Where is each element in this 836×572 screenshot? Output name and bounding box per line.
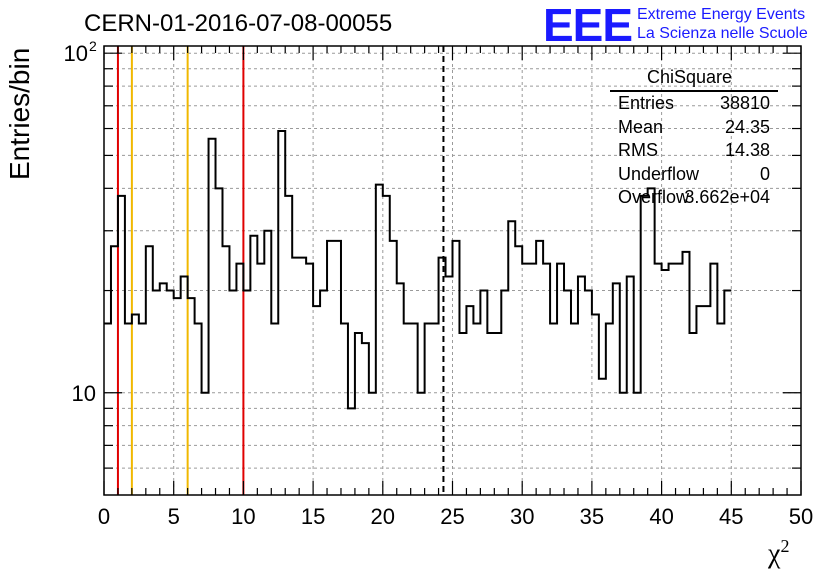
stats-row-label: Entries	[618, 93, 675, 113]
stats-row-value: 38810	[719, 93, 770, 113]
x-axis-label: χ2	[768, 536, 789, 570]
x-tick-label: 50	[789, 504, 813, 529]
histogram-series	[104, 130, 732, 410]
stats-row-value: 0	[759, 163, 770, 184]
x-tick-label: 40	[649, 504, 673, 529]
chart-title: CERN-01-2016-07-08-00055	[84, 10, 393, 37]
x-tick-label: 10	[231, 504, 255, 529]
y-tick-label: 10	[64, 41, 88, 66]
x-tick-label: 35	[580, 504, 604, 529]
stats-row-label: Mean	[618, 116, 664, 137]
logo-line-1: Extreme Energy Events	[637, 6, 806, 23]
x-tick-label: 45	[719, 504, 743, 529]
stats-title-rule	[610, 90, 778, 92]
x-tick-label: 5	[168, 504, 180, 529]
stats-row-value: 24.35	[724, 116, 770, 137]
x-tick-label: 0	[98, 504, 110, 529]
stats-row-value: 14.38	[724, 140, 770, 160]
y-tick-label: 10	[72, 381, 96, 406]
eee-logo: EEE	[543, 0, 633, 51]
stats-title: ChiSquare	[647, 67, 733, 87]
stats-row-label: RMS	[618, 140, 658, 160]
x-tick-label: 25	[440, 504, 464, 529]
x-tick-label: 20	[371, 504, 395, 529]
stats-row-label: Overflow	[618, 187, 690, 207]
stats-row-value: 3.662e+04	[684, 187, 770, 207]
x-tick-label: 15	[301, 504, 325, 529]
logo-line-2: La Scienza nelle Scuole	[637, 25, 808, 42]
y-tick-label-exponent: 2	[89, 38, 97, 54]
x-axis-label-base: χ	[768, 538, 781, 570]
x-axis-label-sup: 2	[780, 536, 790, 556]
x-tick-label: 30	[510, 504, 534, 529]
stats-row-label: Underflow	[618, 163, 700, 184]
